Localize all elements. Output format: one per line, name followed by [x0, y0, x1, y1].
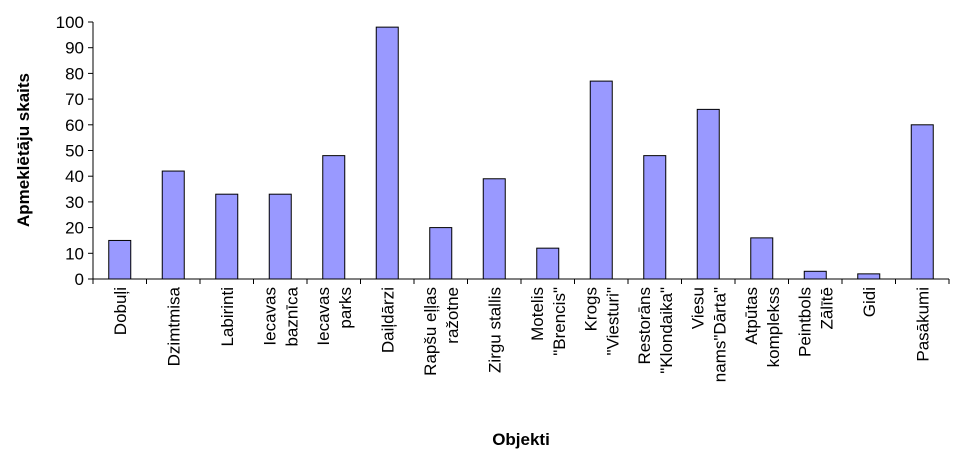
bar — [483, 179, 505, 279]
x-category-label: "Klondaika" — [657, 287, 676, 374]
x-category-label: Zālītē — [817, 287, 836, 330]
x-axis-title: Objekti — [492, 430, 550, 449]
bar — [162, 171, 184, 279]
x-category-label: baznīca — [282, 286, 301, 346]
x-category-label: Pasākumi — [913, 287, 932, 362]
y-tick-label: 80 — [65, 64, 84, 83]
x-category-label: Atpūtas — [742, 287, 761, 345]
bar — [751, 238, 773, 279]
x-category-label: "Viesturi" — [603, 287, 622, 355]
y-tick-labels: 0 10 20 30 40 50 60 70 80 90 100 — [56, 13, 84, 289]
x-category-label: parks — [336, 287, 355, 329]
x-category-label: Gidi — [860, 287, 879, 317]
y-tick-label: 40 — [65, 167, 84, 186]
bar — [430, 228, 452, 279]
bar — [537, 248, 559, 279]
x-category-label: Zirgu stallis — [485, 287, 504, 373]
bar — [269, 194, 291, 279]
x-category-label: Motelis — [528, 287, 547, 341]
bar — [109, 240, 131, 279]
x-category-label: Krogs — [581, 287, 600, 331]
bar — [697, 109, 719, 279]
x-category-label: "Brencis" — [550, 287, 569, 356]
x-category-label: Daiļdārzi — [378, 287, 397, 353]
bar — [376, 27, 398, 279]
x-category-label: Peintbols — [795, 287, 814, 357]
y-tick-label: 100 — [56, 13, 84, 32]
x-category-label: ražotne — [443, 287, 462, 344]
x-category-labels: Dobuļi Dzimtmisa Labirinti Iecavas baznīca Ie… — [111, 286, 933, 382]
bars — [109, 27, 934, 279]
bar — [911, 125, 933, 279]
bar — [858, 274, 880, 279]
y-tick-label: 30 — [65, 193, 84, 212]
y-tick-label: 0 — [75, 270, 84, 289]
y-tick-label: 20 — [65, 219, 84, 238]
bar — [216, 194, 238, 279]
x-category-label: Iecavas — [260, 287, 279, 346]
x-category-label: Labirinti — [218, 287, 237, 347]
x-category-label: Iecavas — [314, 287, 333, 346]
x-category-label: Viesu — [688, 287, 707, 329]
y-tick-label: 70 — [65, 90, 84, 109]
y-tick-label: 90 — [65, 39, 84, 58]
x-category-label: Dzimtmisa — [164, 286, 183, 366]
y-tick-label: 50 — [65, 142, 84, 161]
x-category-label: Rapšu eļļas — [421, 287, 440, 376]
bar — [590, 81, 612, 279]
x-category-label: Restorāns — [635, 287, 654, 364]
y-axis-title: Apmeklētāju skaits — [14, 73, 33, 227]
y-tick-label: 10 — [65, 244, 84, 263]
bar — [323, 156, 345, 279]
bar — [804, 271, 826, 279]
x-category-label: komplekss — [764, 287, 783, 367]
x-category-label: nams"Dārta" — [710, 287, 729, 382]
x-category-label: Dobuļi — [111, 287, 130, 335]
bar — [644, 156, 666, 279]
y-tick-label: 60 — [65, 116, 84, 135]
